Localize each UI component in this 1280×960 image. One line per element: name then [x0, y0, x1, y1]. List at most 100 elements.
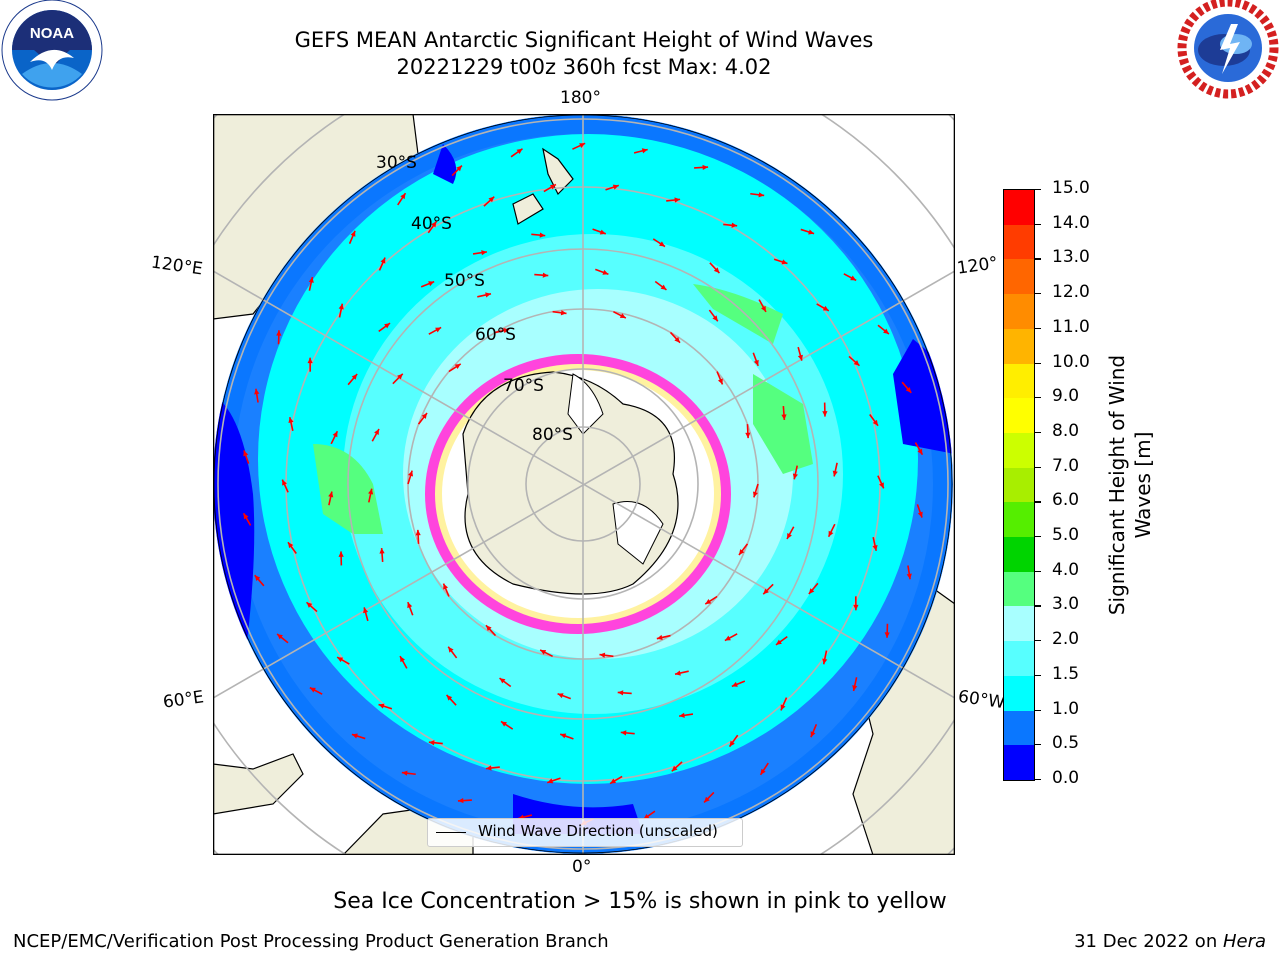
wind-arrow-head	[457, 797, 464, 804]
noaa-logo: NOAA	[1, 0, 103, 101]
colorbar-tick-mark	[1035, 362, 1041, 364]
wind-arrow-head	[542, 272, 549, 278]
wind-arrow-head	[704, 796, 710, 803]
sea-ice-caption: Sea Ice Concentration > 15% is shown in …	[333, 889, 947, 914]
colorbar-segment	[1004, 467, 1034, 503]
wind-arrow-head	[501, 721, 507, 727]
wind-arrow-head	[428, 281, 435, 287]
wind-arrow-head	[560, 310, 567, 316]
colorbar-tick-mark	[1035, 293, 1041, 295]
colorbar-segment	[1004, 537, 1034, 572]
lon-label-60e: 60°E	[161, 687, 206, 713]
colorbar-tick-label: 11.0	[1052, 316, 1090, 337]
colorbar-tick-label: 7.0	[1052, 455, 1080, 476]
map-panel: 30°S 40°S 50°S 60°S 70°S 80°S	[213, 114, 955, 855]
wind-arrow-head	[828, 530, 834, 537]
colorbar-tick-mark	[1035, 605, 1041, 607]
wind-arrow-head	[853, 360, 860, 366]
wind-arrow-head	[679, 712, 685, 718]
wind-arrow-head	[905, 387, 912, 393]
new-zealand-land	[542, 147, 574, 196]
lat-label-40s: 40°S	[411, 214, 452, 234]
wind-arrow-head	[421, 412, 428, 419]
wind-arrow-head	[808, 588, 815, 595]
wind-arrow-head	[775, 639, 782, 645]
wind-arrow-head	[713, 267, 720, 274]
wind-arrow-head	[243, 513, 249, 520]
colorbar-tick-mark	[1035, 258, 1041, 260]
wind-arrow-head	[872, 419, 879, 426]
wind-arrow-head	[431, 221, 437, 228]
colorbar-tick-mark	[1035, 501, 1041, 503]
wind-arrow-head	[407, 602, 413, 609]
wind-arrow-head	[674, 336, 681, 343]
colorbar-tick-mark	[1035, 709, 1041, 711]
colorbar-segment	[1004, 641, 1034, 676]
colorbar-segment	[1004, 224, 1034, 260]
footer-date: 31 Dec 2022 on Hera	[1074, 931, 1266, 952]
footer-date-text: 31 Dec 2022 on	[1074, 931, 1223, 952]
colorbar-label-line1: Significant Height of Wind	[1105, 354, 1129, 616]
colorbar-tick-label: 2.0	[1052, 629, 1080, 650]
lat-label-50s: 50°S	[444, 271, 485, 291]
legend-line-swatch	[436, 832, 466, 834]
wind-arrow-head	[602, 269, 609, 275]
wind-arrow-head	[879, 482, 884, 489]
wind-arrow-head	[254, 388, 260, 395]
wind-arrow-head	[306, 602, 313, 608]
colorbar-tick-label: 0.0	[1052, 768, 1080, 788]
wind-arrow-head	[731, 681, 738, 687]
wind-arrow-head	[307, 357, 313, 364]
wind-arrow-head	[780, 704, 786, 711]
colorbar-segment	[1004, 502, 1034, 538]
wind-arrow-head	[763, 588, 769, 595]
wind-arrow-head	[792, 473, 798, 480]
wind-arrow-head	[884, 632, 890, 638]
wind-arrow-head	[309, 687, 316, 693]
wind-arrow-head	[781, 259, 788, 265]
wind-arrow-head	[276, 330, 282, 336]
colorbar-tick-label: 1.0	[1052, 698, 1080, 719]
wind-arrow-head	[832, 470, 838, 477]
nws-logo	[1177, 0, 1279, 99]
wind-arrow-head	[287, 542, 294, 549]
wind-arrow-head	[758, 192, 765, 198]
colorbar-tick-mark	[1035, 640, 1041, 642]
colorbar-segment	[1004, 259, 1034, 295]
colorbar-segment	[1004, 606, 1034, 642]
wind-arrow-head	[415, 529, 421, 536]
wind-arrow-head	[485, 292, 491, 298]
wind-arrow-head	[516, 148, 523, 154]
footer-system: Hera	[1222, 931, 1266, 952]
wind-arrow-head	[599, 229, 606, 235]
wind-arrow-head	[454, 363, 461, 370]
wind-arrow-head	[540, 649, 547, 655]
colorbar-tick-mark	[1035, 536, 1041, 538]
chart-subtitle: 20221229 t00z 360h fcst Max: 4.02	[396, 55, 772, 79]
lon-label-60w: 60°W	[956, 686, 1007, 714]
wind-arrow-head	[660, 284, 667, 290]
chart-title: GEFS MEAN Antarctic Significant Height o…	[294, 28, 874, 52]
colorbar-segment	[1004, 432, 1034, 468]
wind-arrow-head	[810, 731, 816, 738]
wind-arrow-head	[401, 770, 408, 776]
wind-arrow-head	[443, 583, 449, 590]
footer-credit: NCEP/EMC/Verification Post Processing Pr…	[13, 931, 609, 952]
lat-label-60s: 60°S	[475, 325, 516, 345]
wind-arrow-head	[400, 656, 405, 663]
colorbar-tick-mark	[1035, 397, 1041, 399]
wind-arrow-head	[729, 740, 735, 747]
wind-arrow-head	[557, 693, 564, 699]
wind-arrow-head	[380, 257, 386, 264]
lon-label-120w: 120°	[955, 253, 1000, 279]
ocean-disk	[213, 114, 953, 854]
wind-arrow-head	[724, 635, 731, 641]
colorbar-tick-label: 3.0	[1052, 594, 1080, 615]
wind-arrow-head	[717, 378, 723, 385]
colorbar-tick-label: 6.0	[1052, 490, 1080, 511]
wind-arrow-head	[549, 184, 556, 190]
colorbar-tick-mark	[1035, 674, 1041, 677]
madagascar-land	[213, 753, 304, 815]
colorbar-tick-mark	[1035, 779, 1041, 781]
colorbar-segment	[1004, 190, 1034, 225]
